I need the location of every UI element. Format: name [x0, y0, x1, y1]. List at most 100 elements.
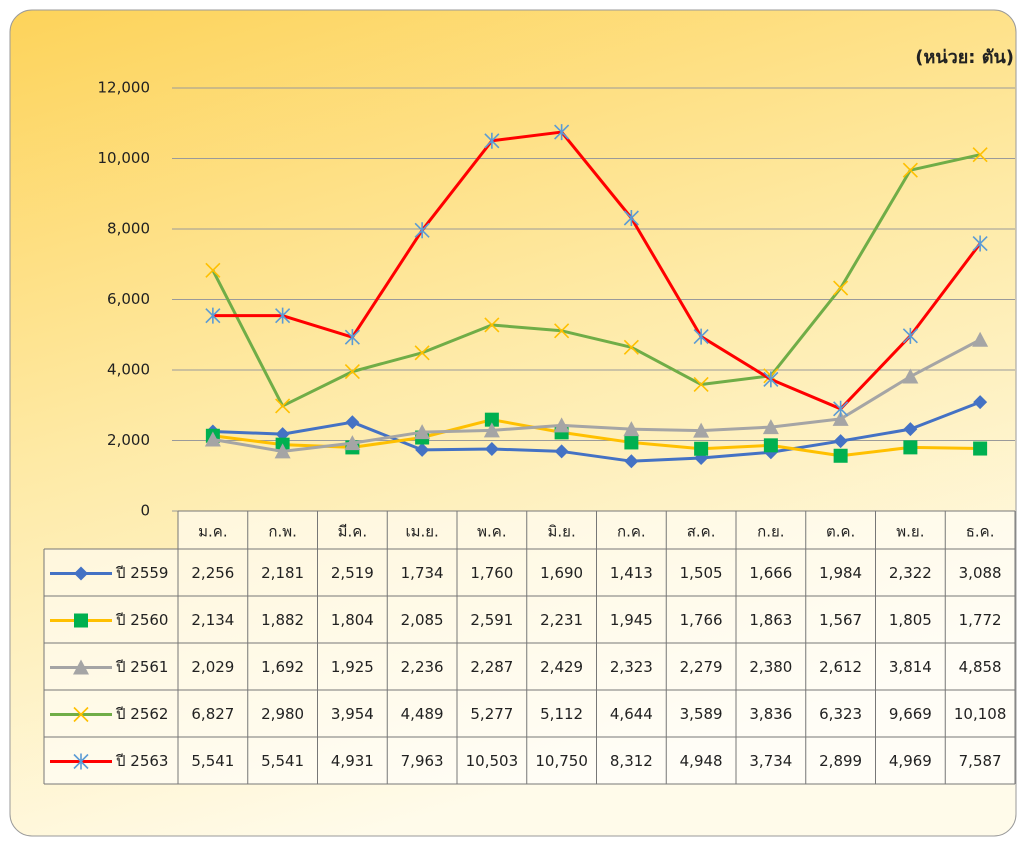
marker	[414, 222, 430, 239]
marker	[484, 132, 500, 149]
table-value: 1,882	[261, 611, 304, 629]
y-tick-label: 10,000	[98, 149, 151, 167]
x-tick-label: ธ.ค.	[966, 523, 995, 541]
table-value: 3,589	[680, 705, 723, 723]
table-value: 1,984	[819, 564, 862, 582]
marker	[415, 442, 430, 457]
marker	[275, 307, 291, 324]
table-value: 1,734	[401, 564, 444, 582]
table-value: 2,181	[261, 564, 304, 582]
x-tick-label: เม.ย.	[405, 523, 438, 541]
marker	[694, 441, 709, 456]
marker	[903, 422, 918, 437]
table-value: 1,805	[889, 611, 932, 629]
legend-label: ปี 2560	[115, 611, 168, 629]
table-value: 4,948	[680, 752, 723, 770]
table-value: 5,277	[470, 705, 513, 723]
y-tick-label: 12,000	[98, 79, 151, 97]
x-tick-label: ก.ย.	[757, 523, 784, 541]
y-tick-label: 6,000	[107, 290, 150, 308]
table-value: 2,256	[191, 564, 234, 582]
table-value: 2,322	[889, 564, 932, 582]
legend-label: ปี 2563	[115, 752, 168, 770]
table-value: 1,766	[680, 611, 723, 629]
series-line	[212, 130, 982, 411]
marker	[833, 434, 848, 449]
marker	[554, 124, 570, 141]
marker	[275, 398, 291, 414]
marker	[972, 331, 989, 347]
table-value: 1,863	[749, 611, 792, 629]
table-value: 10,108	[954, 705, 1007, 723]
marker	[833, 448, 848, 463]
table-value: 3,088	[959, 564, 1002, 582]
marker	[274, 443, 291, 459]
marker	[623, 421, 640, 437]
table-value: 2,287	[470, 658, 513, 676]
table-value: 2,429	[540, 658, 583, 676]
y-tick-label: 0	[140, 502, 150, 520]
marker	[553, 417, 570, 433]
x-tick-label: ส.ค.	[687, 523, 716, 541]
table-value: 1,772	[959, 611, 1002, 629]
table-value: 2,519	[331, 564, 374, 582]
table-value: 2,380	[749, 658, 792, 676]
marker	[763, 438, 778, 453]
unit-label: (หน่วย: ตัน)	[915, 47, 1014, 68]
legend-marker	[73, 706, 89, 723]
table-value: 9,669	[889, 705, 932, 723]
marker	[484, 317, 500, 333]
table-value: 2,231	[540, 611, 583, 629]
marker	[973, 395, 988, 410]
marker	[833, 280, 849, 296]
marker	[275, 427, 290, 442]
x-tick-label: ก.พ.	[268, 523, 297, 541]
marker	[205, 307, 221, 324]
table-value: 2,980	[261, 705, 304, 723]
y-tick-label: 4,000	[107, 361, 150, 379]
marker	[484, 441, 499, 456]
marker	[414, 424, 431, 440]
table-value: 1,760	[470, 564, 513, 582]
legend-label: ปี 2562	[115, 705, 168, 723]
table-value: 4,969	[889, 752, 932, 770]
table-value: 1,567	[819, 611, 862, 629]
table-value: 1,413	[610, 564, 653, 582]
marker	[693, 422, 710, 438]
marker	[972, 235, 988, 252]
marker	[624, 454, 639, 469]
table-value: 1,945	[610, 611, 653, 629]
table-value: 2,612	[819, 658, 862, 676]
x-tick-label: ม.ค.	[198, 523, 227, 541]
marker	[902, 368, 919, 384]
table-value: 4,644	[610, 705, 653, 723]
legend-label: ปี 2559	[115, 564, 168, 582]
table-value: 6,827	[191, 705, 234, 723]
table-value: 3,814	[889, 658, 932, 676]
marker	[763, 371, 779, 388]
marker	[414, 345, 430, 361]
marker	[204, 431, 221, 447]
marker	[483, 422, 500, 438]
series-line	[211, 153, 981, 408]
table-value: 1,690	[540, 564, 583, 582]
table-value: 2,323	[610, 658, 653, 676]
marker	[345, 415, 360, 430]
table-value: 2,029	[191, 658, 234, 676]
marker	[693, 376, 709, 393]
table-value: 3,954	[331, 705, 374, 723]
legend-marker	[73, 753, 89, 770]
marker	[902, 162, 918, 178]
series-line	[212, 400, 981, 463]
marker	[973, 441, 988, 456]
legend-marker	[73, 659, 89, 675]
table-value: 2,134	[191, 611, 234, 629]
marker	[832, 410, 849, 426]
marker	[762, 419, 779, 435]
x-tick-label: พ.ค.	[477, 523, 506, 541]
table-value: 7,587	[959, 752, 1002, 770]
marker	[693, 328, 709, 345]
table-value: 1,666	[749, 564, 792, 582]
x-tick-label: มิ.ย.	[548, 523, 576, 541]
